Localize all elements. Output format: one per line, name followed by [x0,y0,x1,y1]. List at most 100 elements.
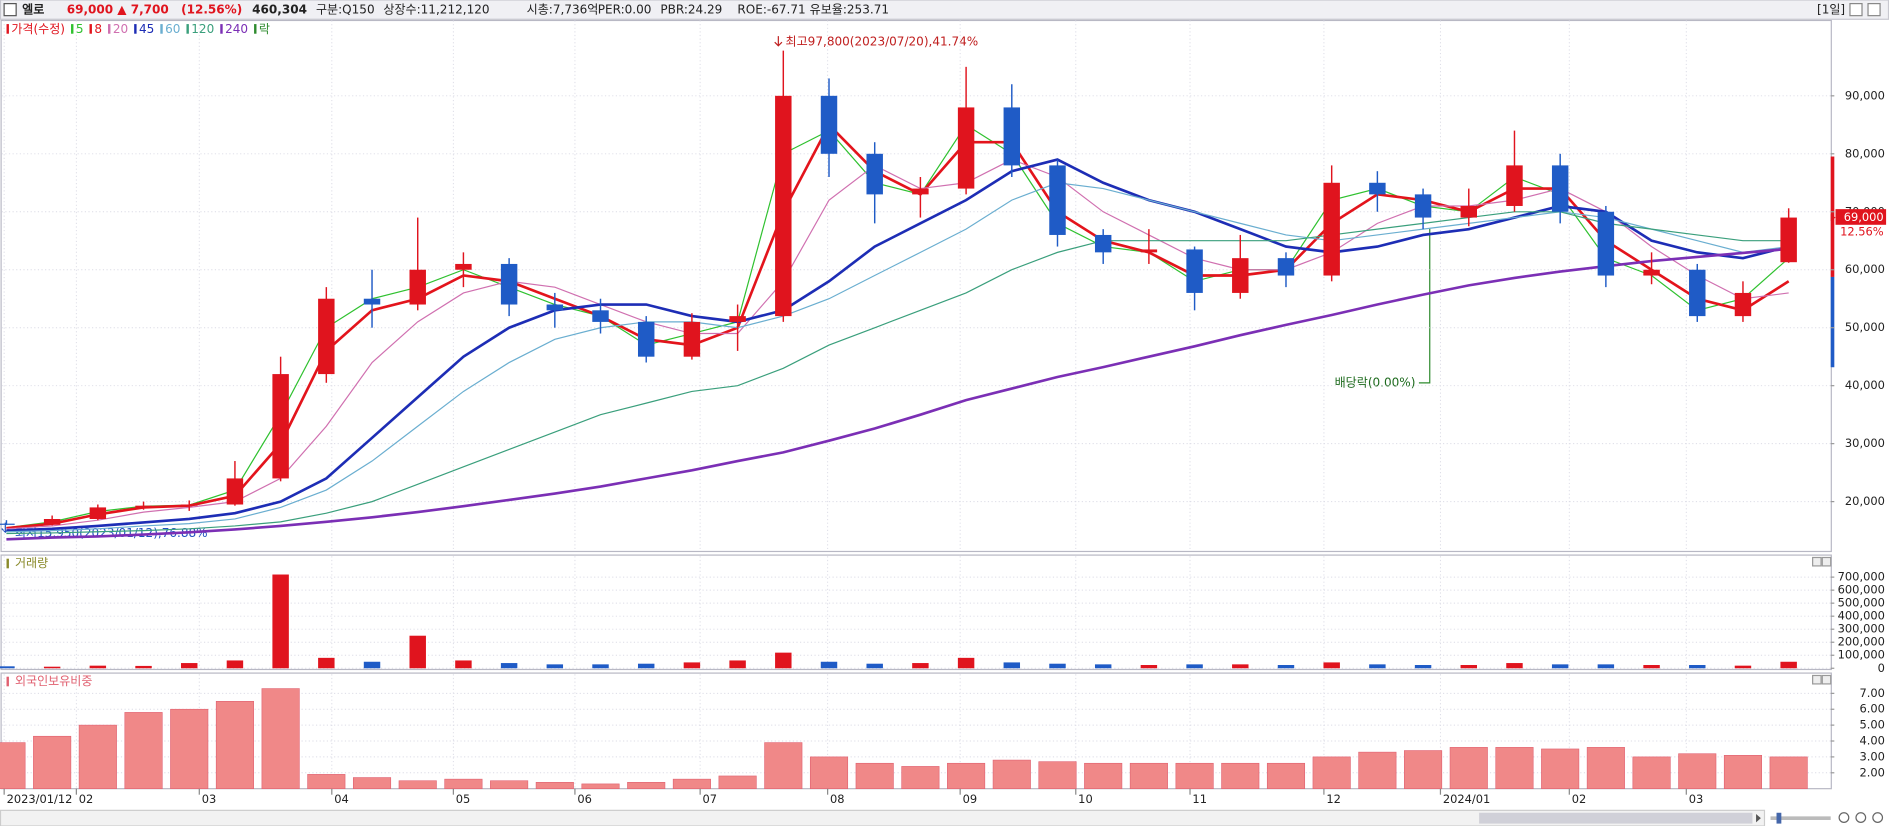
legend-label: 락 [259,22,270,36]
pbr: PBR:24.29 [660,3,722,17]
zoom-icon[interactable] [1838,812,1850,823]
bar [866,663,883,669]
legend-marker [89,24,92,34]
bar [809,756,849,789]
legend-label: 60 [165,22,180,36]
bar [1221,762,1260,789]
y-tick-label: 300,000 [1838,622,1885,636]
y-tick-label: 30,000 [1845,436,1885,450]
candle-body [1551,165,1569,212]
y-tick-label: 5.00 [1859,718,1884,732]
y-tick-label: 0 [1878,661,1885,675]
panel-button[interactable] [1821,556,1832,567]
y-tick-label: 60,000 [1845,262,1885,276]
x-tick-label: 09 [963,792,978,806]
bar [592,664,609,669]
bar [1597,664,1615,669]
change-pct: (12.56%) [181,3,242,17]
x-tick-label: 2023/01/12 [7,792,73,806]
zoom-icon[interactable] [1855,812,1867,823]
scroll-arrow[interactable] [1756,813,1761,823]
moving-average [6,158,1790,532]
bar [1449,747,1488,789]
candle-body [866,153,883,195]
bar [718,775,757,789]
bar [226,660,244,669]
restore-button[interactable] [1849,3,1863,17]
moving-average [6,122,1790,530]
bar [409,635,426,669]
close-button[interactable] [1867,3,1881,17]
candle-body [1414,194,1432,218]
bar [1689,665,1706,669]
x-tick-label: 05 [456,792,471,806]
bar [1369,664,1386,669]
legend-marker [6,24,9,34]
bar [1586,747,1625,789]
bar [0,742,26,789]
bar [1678,753,1717,789]
legend-marker [6,558,9,569]
zoom-slider[interactable] [1770,816,1831,820]
candle-body [1140,249,1158,253]
bar [1003,662,1021,669]
checkbox[interactable] [3,3,17,17]
candle-body [135,505,152,508]
zoom-handle[interactable] [1776,812,1782,824]
bar [729,660,746,669]
legend-marker [220,24,223,34]
price-tag-change: 12.56% [1840,225,1884,239]
moving-average [6,124,1790,529]
bar [1404,750,1443,789]
moving-average [6,158,1789,530]
price-tag-label: 69,000 [1844,210,1884,224]
scroll-track[interactable] [0,809,1766,826]
bar [455,660,472,669]
legend-label: 가격(수정) [11,22,65,36]
panel-button[interactable] [1821,674,1832,685]
bar [1460,665,1478,669]
y-tick-label: 2.00 [1859,765,1884,779]
x-tick-label: 08 [830,792,845,806]
roe: ROE:-67.71 [737,3,805,17]
y-tick-label: 500,000 [1838,596,1885,610]
bar [1506,663,1523,669]
panel-button[interactable] [1812,674,1822,685]
candle-body [1369,182,1386,195]
candle-body [0,523,15,525]
period[interactable]: [1일] [1817,3,1845,17]
reserve-ratio: 유보율:253.71 [810,3,889,17]
bar [820,661,838,669]
bar [215,700,254,789]
x-tick-label: 10 [1078,792,1093,806]
bar [43,666,61,669]
y-tick-label: 50,000 [1845,320,1885,334]
bar [947,762,986,789]
zoom-icon[interactable] [1872,812,1884,823]
candle-body [729,316,746,322]
stock-name: 엘로 [22,3,44,17]
bar [1084,762,1123,789]
bar [500,663,518,669]
candle-body [318,298,335,375]
market: 구분:Q150 [316,3,375,17]
market-cap: 시총:7,736억 [527,3,599,17]
range-indicator-down [1830,276,1835,368]
bar [1358,751,1397,789]
bar [672,778,711,789]
bar [637,663,655,669]
y-tick-label: 40,000 [1845,378,1885,392]
bar [683,662,701,669]
candle-body [1689,269,1706,317]
panel-button[interactable] [1812,556,1822,567]
legend-label: 120 [191,22,214,36]
candle-body [1643,269,1660,276]
bar [352,777,392,789]
scroll-thumb[interactable] [1479,812,1753,824]
y-tick-label: 90,000 [1845,88,1885,102]
bar [363,661,381,669]
bar [957,657,975,669]
bar [535,782,574,789]
bar [272,574,289,669]
bar [1734,665,1752,669]
